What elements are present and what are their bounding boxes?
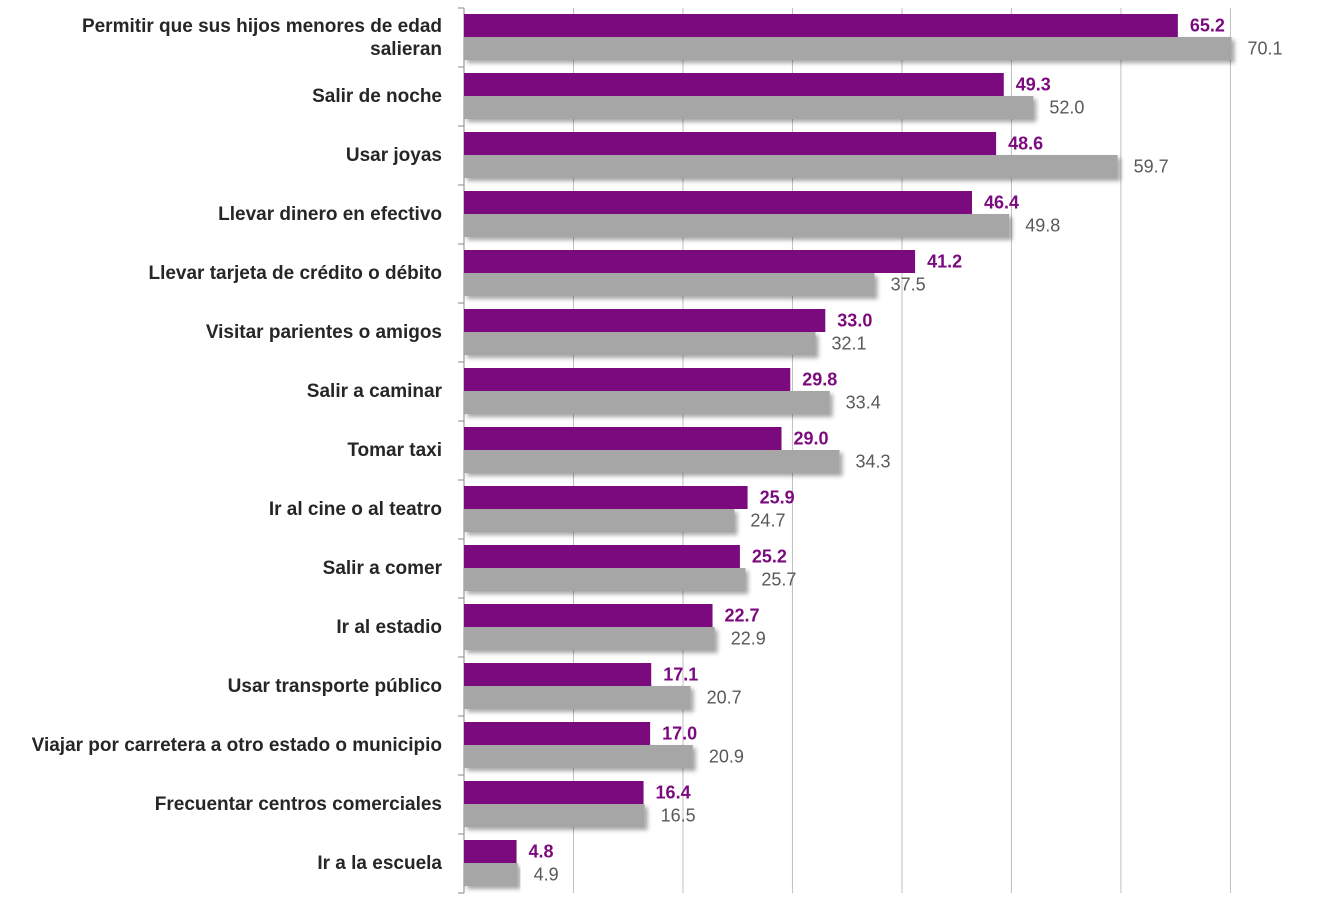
value-label: 20.7 bbox=[707, 687, 742, 707]
bar bbox=[464, 155, 1118, 178]
bar bbox=[464, 391, 830, 414]
bar bbox=[464, 486, 748, 509]
category-label: Viajar por carretera a otro estado o mun… bbox=[31, 735, 442, 756]
bar bbox=[464, 309, 826, 332]
value-label: 25.2 bbox=[752, 546, 787, 566]
value-label: 59.7 bbox=[1134, 156, 1169, 176]
category-label: Frecuentar centros comerciales bbox=[154, 794, 442, 815]
value-label: 37.5 bbox=[891, 274, 926, 294]
bar bbox=[464, 840, 517, 863]
value-label: 29.8 bbox=[802, 369, 837, 389]
value-label: 17.0 bbox=[662, 723, 697, 743]
bar bbox=[464, 604, 713, 627]
category-label: Visitar parientes o amigos bbox=[205, 322, 442, 343]
value-label: 52.0 bbox=[1049, 97, 1084, 117]
bar bbox=[464, 781, 644, 804]
value-label: 41.2 bbox=[927, 251, 962, 271]
value-label: 46.4 bbox=[984, 192, 1019, 212]
value-label: 32.1 bbox=[831, 333, 866, 353]
bar bbox=[464, 427, 782, 450]
bar bbox=[464, 132, 997, 155]
category-label: Salir de noche bbox=[312, 86, 442, 107]
value-label: 22.7 bbox=[725, 605, 760, 625]
value-label: 24.7 bbox=[750, 510, 785, 530]
bar bbox=[464, 745, 693, 768]
bar bbox=[464, 509, 735, 532]
value-label: 20.9 bbox=[709, 746, 744, 766]
bar bbox=[464, 686, 691, 709]
bar bbox=[464, 722, 651, 745]
value-label: 48.6 bbox=[1008, 133, 1043, 153]
value-label: 70.1 bbox=[1248, 38, 1283, 58]
bar bbox=[464, 804, 645, 827]
value-label: 29.0 bbox=[794, 428, 829, 448]
value-label: 34.3 bbox=[856, 451, 891, 471]
category-label: Ir al cine o al teatro bbox=[268, 499, 442, 520]
value-label: 49.3 bbox=[1016, 74, 1051, 94]
category-label: Salir a comer bbox=[322, 558, 442, 579]
bar bbox=[464, 450, 840, 473]
value-label: 17.1 bbox=[663, 664, 698, 684]
bar bbox=[464, 96, 1034, 119]
bar bbox=[464, 663, 652, 686]
value-label: 33.0 bbox=[837, 310, 872, 330]
bar bbox=[464, 73, 1004, 96]
bar bbox=[464, 545, 740, 568]
category-label: Ir a la escuela bbox=[317, 853, 442, 874]
value-label: 33.4 bbox=[846, 392, 881, 412]
value-label: 25.7 bbox=[761, 569, 796, 589]
bar bbox=[464, 250, 916, 273]
category-label: Usar transporte público bbox=[227, 676, 442, 697]
bar bbox=[464, 37, 1232, 60]
value-label: 25.9 bbox=[760, 487, 795, 507]
bar bbox=[464, 332, 816, 355]
category-label: Salir a caminar bbox=[306, 381, 442, 402]
bar bbox=[464, 627, 715, 650]
bar bbox=[464, 191, 973, 214]
bar bbox=[464, 568, 746, 591]
value-label: 16.4 bbox=[656, 782, 691, 802]
value-label: 65.2 bbox=[1190, 15, 1225, 35]
category-label: Tomar taxi bbox=[347, 440, 442, 461]
bar bbox=[464, 214, 1010, 237]
category-label: Llevar tarjeta de crédito o débito bbox=[148, 263, 442, 284]
category-label: Llevar dinero en efectivo bbox=[218, 204, 442, 225]
value-label: 4.8 bbox=[529, 841, 554, 861]
category-label: Usar joyas bbox=[345, 145, 442, 166]
category-label: Permitir que sus hijos menores de edad s… bbox=[81, 15, 442, 60]
bar bbox=[464, 368, 791, 391]
bar bbox=[464, 14, 1178, 37]
category-label: Ir al estadio bbox=[336, 617, 442, 638]
bar bbox=[464, 863, 518, 886]
bar bbox=[464, 273, 875, 296]
value-label: 4.9 bbox=[534, 864, 559, 884]
value-label: 49.8 bbox=[1025, 215, 1060, 235]
value-label: 16.5 bbox=[661, 805, 696, 825]
value-label: 22.9 bbox=[731, 628, 766, 648]
